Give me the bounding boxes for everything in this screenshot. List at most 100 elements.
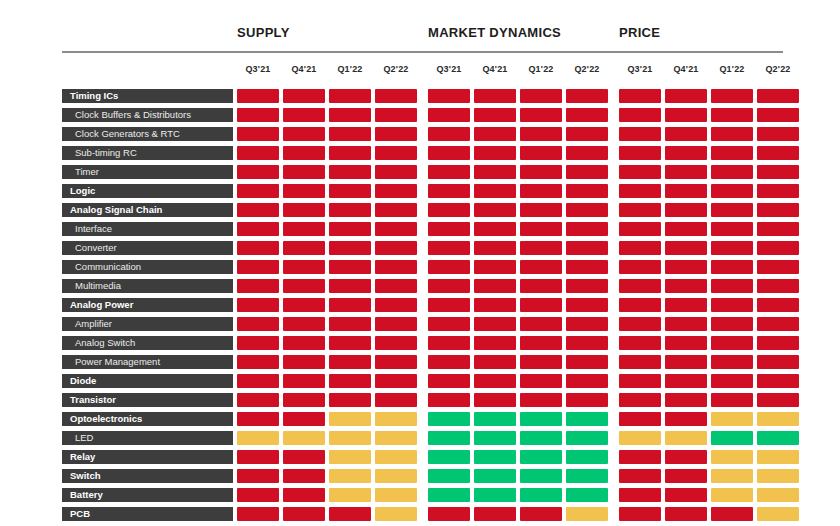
heat-cell-multimedia-market_dynamics-q1-22 [520, 279, 562, 293]
heat-cell-clock-buffers-distributors-price-q4-21 [665, 108, 707, 122]
header-divider [62, 51, 783, 53]
heat-cell-timer-price-q1-22 [711, 165, 753, 179]
heat-cell-timing-ics-supply-q1-22 [329, 89, 371, 103]
heat-cell-pcb-supply-q3-21 [237, 507, 279, 521]
heat-cell-timing-ics-price-q2-22 [757, 89, 799, 103]
table-row-logic: Logic [62, 184, 799, 198]
heat-cell-converter-price-q2-22 [757, 241, 799, 255]
heat-cell-analog-signal-chain-supply-q4-21 [283, 203, 325, 217]
heat-cell-optoelectronics-market_dynamics-q4-21 [474, 412, 516, 426]
heat-cell-timing-ics-market_dynamics-q3-21 [428, 89, 470, 103]
heat-cell-analog-switch-price-q2-22 [757, 336, 799, 350]
heat-cell-power-management-supply-q1-22 [329, 355, 371, 369]
heat-cell-diode-market_dynamics-q4-21 [474, 374, 516, 388]
heat-cell-interface-price-q1-22 [711, 222, 753, 236]
cell-group-supply [237, 450, 417, 464]
heat-cell-interface-market_dynamics-q3-21 [428, 222, 470, 236]
heat-cell-power-management-market_dynamics-q3-21 [428, 355, 470, 369]
row-label-led: LED [62, 431, 233, 445]
heat-cell-battery-market_dynamics-q2-22 [566, 488, 608, 502]
heat-cell-logic-market_dynamics-q1-22 [520, 184, 562, 198]
heat-cell-communication-supply-q4-21 [283, 260, 325, 274]
table-row-sub-timing-rc: Sub-timing RC [62, 146, 799, 160]
cell-group-price [619, 298, 799, 312]
column-header-price-q2-22: Q2'22 [757, 64, 799, 74]
heat-cell-led-price-q1-22 [711, 431, 753, 445]
heat-cell-optoelectronics-market_dynamics-q3-21 [428, 412, 470, 426]
cell-group-market_dynamics [428, 336, 608, 350]
heat-cell-converter-market_dynamics-q1-22 [520, 241, 562, 255]
cell-group-price [619, 203, 799, 217]
heat-cell-clock-generators-rtc-price-q1-22 [711, 127, 753, 141]
heat-cell-switch-market_dynamics-q4-21 [474, 469, 516, 483]
heat-cell-communication-price-q2-22 [757, 260, 799, 274]
heat-cell-clock-generators-rtc-supply-q2-22 [375, 127, 417, 141]
heat-cell-logic-supply-q3-21 [237, 184, 279, 198]
row-label-logic: Logic [62, 184, 233, 198]
heat-cell-analog-power-supply-q3-21 [237, 298, 279, 312]
heat-cell-communication-market_dynamics-q1-22 [520, 260, 562, 274]
row-label-clock-generators-rtc: Clock Generators & RTC [62, 127, 233, 141]
heat-cell-interface-supply-q1-22 [329, 222, 371, 236]
table-row-timing-ics: Timing ICs [62, 89, 799, 103]
heat-cell-battery-market_dynamics-q1-22 [520, 488, 562, 502]
heat-cell-interface-price-q3-21 [619, 222, 661, 236]
column-header-price-q4-21: Q4'21 [665, 64, 707, 74]
table-row-pcb: PCB [62, 507, 799, 521]
heat-cell-led-market_dynamics-q2-22 [566, 431, 608, 445]
heat-cell-clock-buffers-distributors-market_dynamics-q2-22 [566, 108, 608, 122]
heat-cell-transistor-price-q3-21 [619, 393, 661, 407]
heat-cell-clock-buffers-distributors-supply-q4-21 [283, 108, 325, 122]
heat-cell-power-management-market_dynamics-q1-22 [520, 355, 562, 369]
cell-group-supply [237, 165, 417, 179]
group-headers: SUPPLYMARKET DYNAMICSPRICE [237, 25, 810, 40]
heat-cell-interface-supply-q3-21 [237, 222, 279, 236]
heat-cell-led-supply-q4-21 [283, 431, 325, 445]
table-row-analog-switch: Analog Switch [62, 336, 799, 350]
column-header-market-dynamics-q2-22: Q2'22 [566, 64, 608, 74]
heat-cell-amplifier-supply-q1-22 [329, 317, 371, 331]
heat-cell-battery-price-q3-21 [619, 488, 661, 502]
quarter-group-price: Q3'21Q4'21Q1'22Q2'22 [619, 64, 799, 74]
heat-cell-converter-supply-q4-21 [283, 241, 325, 255]
heat-cell-analog-switch-market_dynamics-q1-22 [520, 336, 562, 350]
heat-cell-clock-generators-rtc-supply-q4-21 [283, 127, 325, 141]
heat-cell-diode-supply-q4-21 [283, 374, 325, 388]
cell-group-supply [237, 469, 417, 483]
heat-cell-communication-market_dynamics-q2-22 [566, 260, 608, 274]
row-label-converter: Converter [62, 241, 233, 255]
heat-cell-optoelectronics-supply-q2-22 [375, 412, 417, 426]
column-header-market-dynamics-q4-21: Q4'21 [474, 64, 516, 74]
heat-cell-optoelectronics-price-q4-21 [665, 412, 707, 426]
heat-cell-sub-timing-rc-market_dynamics-q1-22 [520, 146, 562, 160]
heat-cell-timing-ics-supply-q4-21 [283, 89, 325, 103]
cell-group-price [619, 412, 799, 426]
heat-cell-clock-buffers-distributors-supply-q2-22 [375, 108, 417, 122]
row-label-analog-signal-chain: Analog Signal Chain [62, 203, 233, 217]
row-label-sub-timing-rc: Sub-timing RC [62, 146, 233, 160]
heat-cell-clock-generators-rtc-market_dynamics-q4-21 [474, 127, 516, 141]
heat-cell-amplifier-price-q4-21 [665, 317, 707, 331]
heat-cell-converter-supply-q2-22 [375, 241, 417, 255]
cell-group-market_dynamics [428, 165, 608, 179]
heat-cell-amplifier-market_dynamics-q2-22 [566, 317, 608, 331]
heat-cell-amplifier-supply-q3-21 [237, 317, 279, 331]
heat-cell-communication-price-q1-22 [711, 260, 753, 274]
heat-cell-timing-ics-market_dynamics-q2-22 [566, 89, 608, 103]
heat-cell-pcb-market_dynamics-q1-22 [520, 507, 562, 521]
heat-cell-transistor-supply-q1-22 [329, 393, 371, 407]
table-row-clock-generators-rtc: Clock Generators & RTC [62, 127, 799, 141]
cell-group-supply [237, 279, 417, 293]
heat-cell-transistor-market_dynamics-q1-22 [520, 393, 562, 407]
cell-group-price [619, 469, 799, 483]
cell-group-market_dynamics [428, 222, 608, 236]
cell-group-supply [237, 127, 417, 141]
heat-cell-multimedia-price-q3-21 [619, 279, 661, 293]
heat-cell-clock-generators-rtc-market_dynamics-q1-22 [520, 127, 562, 141]
cell-group-price [619, 431, 799, 445]
heat-cell-interface-market_dynamics-q1-22 [520, 222, 562, 236]
cell-group-market_dynamics [428, 89, 608, 103]
heat-cell-transistor-supply-q4-21 [283, 393, 325, 407]
cell-group-supply [237, 108, 417, 122]
row-label-timer: Timer [62, 165, 233, 179]
